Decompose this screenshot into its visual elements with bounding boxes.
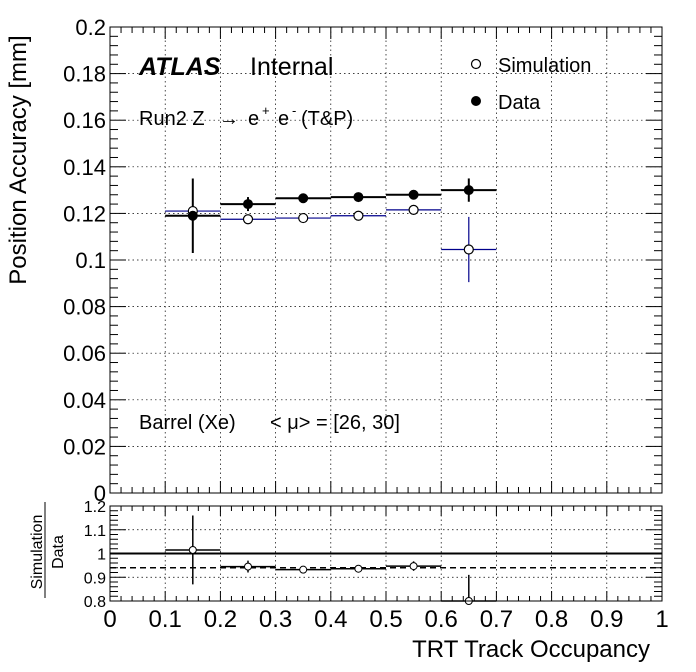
ratio-frame <box>109 505 663 602</box>
main-ticks <box>109 26 663 494</box>
simulation-point <box>463 244 474 255</box>
main-y-tick-label: 0.1 <box>75 248 106 273</box>
x-tick-label: 0.6 <box>425 606 458 633</box>
ratio-y-tick-label: 1 <box>97 547 106 564</box>
simulation-point <box>298 212 309 224</box>
process-arrow: → <box>219 108 239 130</box>
ratio-label-denominator: Data <box>50 535 67 569</box>
ratio-y-tick-label: 0.9 <box>84 570 106 587</box>
x-tick-label: 0.1 <box>149 606 182 633</box>
data-point <box>187 210 198 221</box>
process-label: Run2 Z → e + e - (T&P) <box>139 103 353 130</box>
ratio-y-tick-label: 0.8 <box>84 594 106 611</box>
x-tick-label: 0.3 <box>259 606 292 633</box>
x-tick-labels: 0 0.1 0.2 0.3 0.4 0.5 0.6 0.7 0.8 0.9 1 <box>103 606 668 633</box>
data-point <box>298 193 309 204</box>
simulation-point <box>242 214 254 225</box>
x-tick-label: 0.2 <box>204 606 237 633</box>
simulation-point <box>353 210 364 221</box>
main-y-tick-label: 0 <box>94 481 106 506</box>
process-prefix: Run2 Z <box>139 108 205 130</box>
legend-data-marker <box>471 96 481 106</box>
main-y-axis-label: Position Accuracy [mm] <box>5 35 32 284</box>
main-y-tick-label: 0.08 <box>63 295 106 320</box>
ratio-y-tick-label: 1.1 <box>84 523 106 540</box>
main-y-tick-label: 0.06 <box>63 341 106 366</box>
main-panel: 00.020.040.060.080.10.120.140.160.180.2 … <box>5 15 663 506</box>
main-y-tick-label: 0.12 <box>63 201 106 226</box>
ratio-y-tick-labels: 0.8 0.9 1 1.1 1.2 <box>84 499 106 611</box>
data-point <box>353 192 364 203</box>
data-point <box>463 185 474 196</box>
main-frame <box>109 26 663 494</box>
process-sup-2: - <box>292 103 296 118</box>
ratio-ticks <box>109 505 663 602</box>
main-y-tick-label: 0.14 <box>63 155 106 180</box>
legend: Simulation Data <box>470 55 591 114</box>
x-tick-label: 0.8 <box>535 606 568 633</box>
legend-simulation-marker <box>470 58 482 70</box>
ratio-point <box>299 565 308 574</box>
main-y-tick-label: 0.16 <box>63 108 106 133</box>
x-tick-label: 0.4 <box>314 606 347 633</box>
x-axis-label: TRT Track Occupancy <box>412 636 650 663</box>
internal-label: Internal <box>250 53 333 81</box>
main-y-tick-label: 0.18 <box>63 62 106 87</box>
ratio-y-tick-label: 1.2 <box>84 499 106 516</box>
main-y-tick-label: 0.2 <box>75 15 106 40</box>
ratio-point <box>409 562 418 571</box>
data-point <box>243 199 253 210</box>
main-grid <box>110 27 662 493</box>
data-point <box>408 189 419 200</box>
region-label: Barrel (Xe) <box>139 412 236 434</box>
legend-simulation-label: Simulation <box>498 55 591 77</box>
main-points <box>165 178 497 283</box>
main-y-tick-label: 0.04 <box>63 388 106 413</box>
ratio-lines <box>110 552 662 569</box>
x-tick-label: 0.7 <box>480 606 513 633</box>
x-tick-label: 0.5 <box>369 606 402 633</box>
ratio-y-axis-label: Simulation Data <box>29 502 67 598</box>
pileup-label: < μ> = [26, 30] <box>270 412 400 434</box>
x-tick-label: 0 <box>103 606 116 633</box>
process-tp: (T&P) <box>301 108 353 130</box>
legend-data-label: Data <box>498 92 541 114</box>
simulation-point <box>408 204 419 216</box>
ratio-point <box>354 564 363 573</box>
x-tick-label: 0.9 <box>590 606 623 633</box>
process-sup-1: + <box>262 103 270 118</box>
main-y-tick-labels: 0 0.02 0.04 0.06 0.08 0.1 0.12 0.14 0.16 0.18 0.2 <box>63 15 106 506</box>
ratio-panel: 0.8 0.9 1 1.1 1.2 Simulation Data 0 0.1 0.2 0.3… <box>29 499 669 663</box>
process-electron-1: e <box>248 108 259 130</box>
ratio-point <box>244 562 252 571</box>
process-electron-2: e <box>278 108 289 130</box>
atlas-label: ATLAS <box>138 53 221 81</box>
x-tick-label: 1 <box>655 606 668 633</box>
ratio-point <box>188 545 197 554</box>
main-y-tick-label: 0.02 <box>63 434 106 459</box>
ratio-label-numerator: Simulation <box>29 515 46 590</box>
